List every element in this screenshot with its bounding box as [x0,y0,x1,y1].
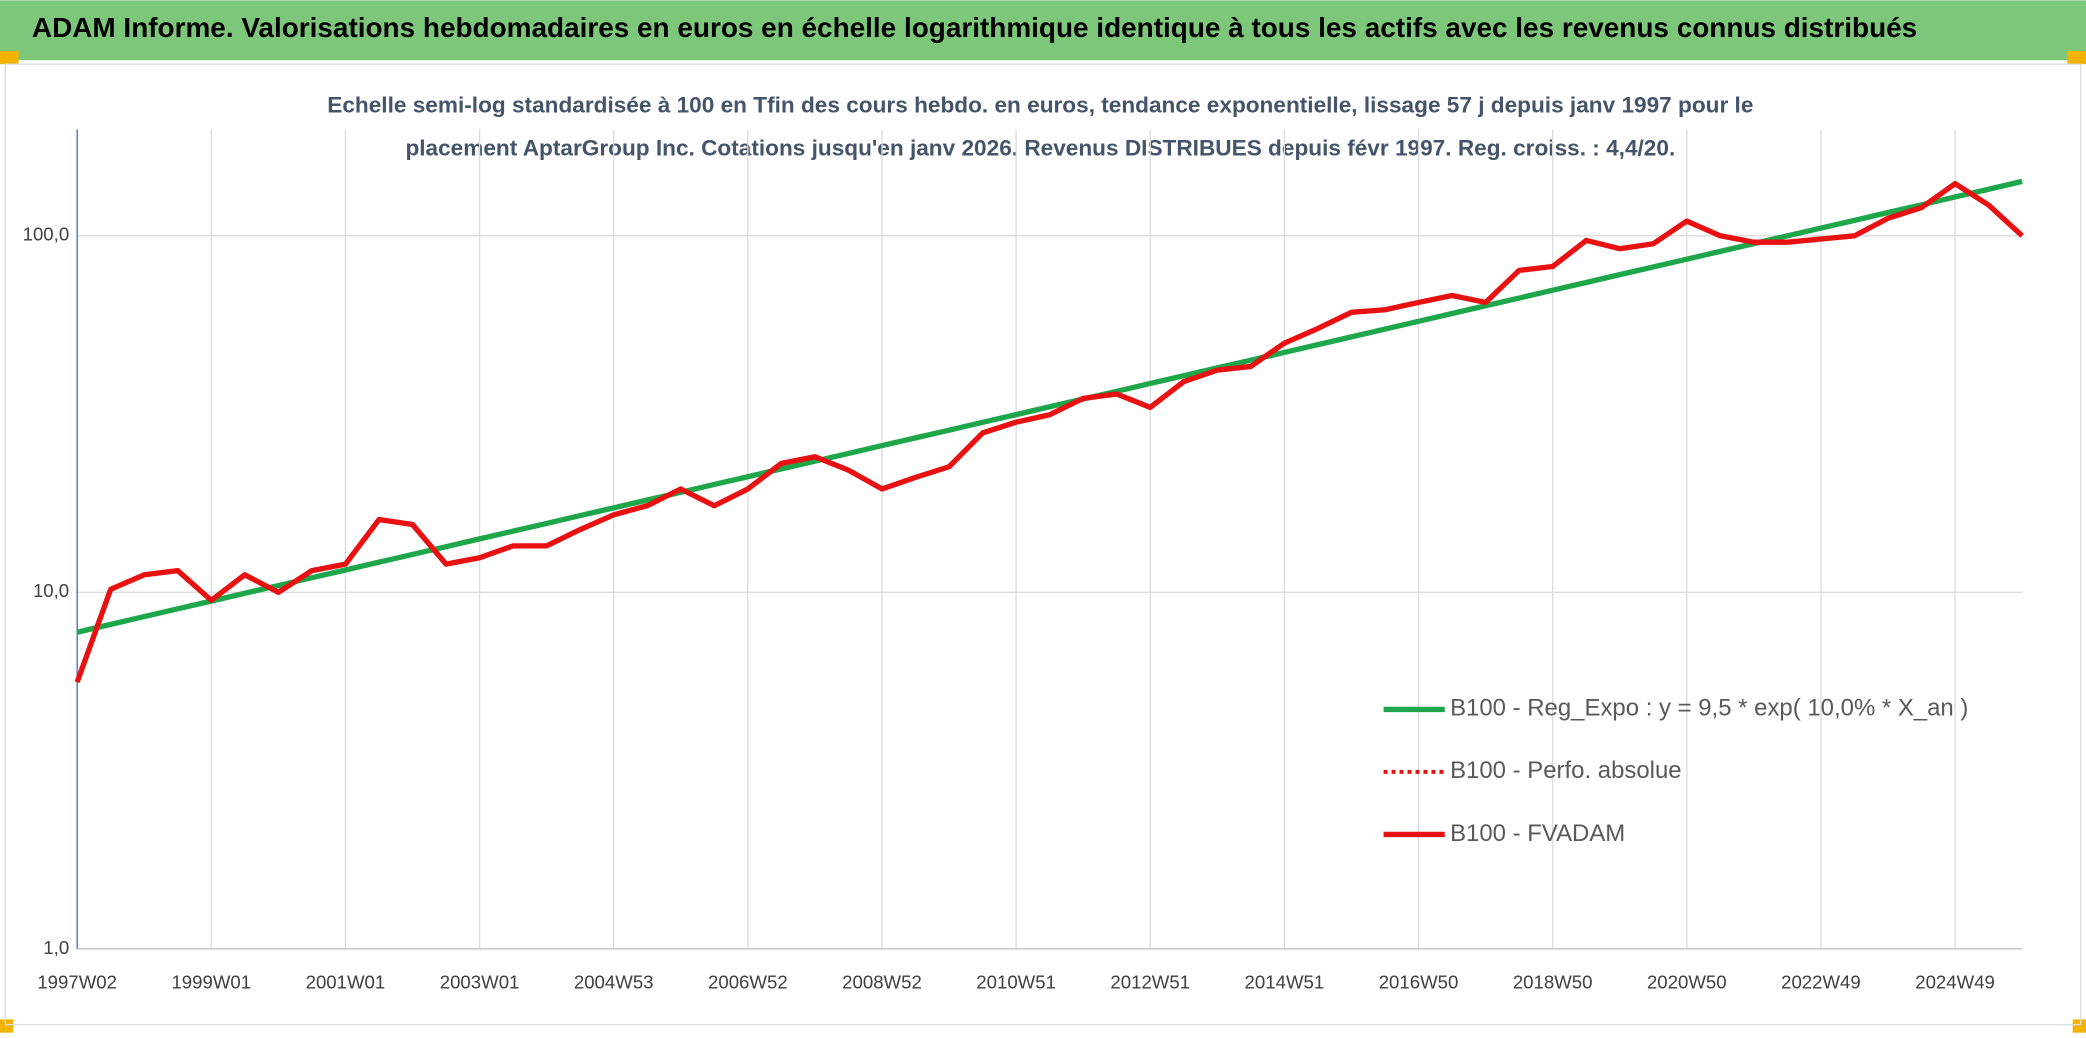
x-tick-label: 2001W01 [306,971,386,992]
y-tick-label: 100,0 [23,224,70,245]
corner [0,50,19,65]
x-tick-label: 2014W51 [1245,971,1325,992]
x-tick-label: 2022W49 [1781,971,1861,992]
plot: 1,0 10,0 100,0 1997W02 1999W01 2001W01 2003W01… [23,129,2024,992]
x-tick-label: 1997W02 [37,971,117,992]
x-tick-label: 2010W51 [976,971,1056,992]
legend-label: B100 - FVADAM [1450,820,1625,847]
x-tick-label: 2018W50 [1513,971,1593,992]
x-tick-label: 2003W01 [440,971,520,992]
header-bar [0,0,2086,61]
x-tick-label: 2004W53 [574,971,654,992]
corner [2067,50,2086,65]
x-tick-label: 2006W52 [708,971,788,992]
corner [2072,1019,2086,1033]
x-tick-label: 2016W50 [1379,971,1459,992]
x-tick-label: 2012W51 [1110,971,1190,992]
x-tick-label: 2020W50 [1647,971,1727,992]
legend-label: B100 - Perfo. absolue [1450,757,1682,784]
corner [0,1019,14,1033]
chart-title: placement AptarGroup Inc. Cotations jusq… [405,135,1675,160]
legend-label: B100 - Reg_Expo : y = 9,5 * exp( 10,0% *… [1450,695,1968,722]
x-tick-label: 2008W52 [842,971,922,992]
y-tick-label: 1,0 [43,937,69,958]
series-line [74,180,2024,684]
frame [4,63,2082,1026]
chart-title: Echelle semi-log standardisée à 100 en T… [327,93,1753,118]
y-tick-label: 10,0 [33,580,69,601]
x-tick-label: 1999W01 [171,971,251,992]
page-title: ADAM Informe. Valorisations hebdomadaire… [32,12,1917,43]
series-line [76,178,2023,635]
x-tick-label: 2024W49 [1915,971,1995,992]
